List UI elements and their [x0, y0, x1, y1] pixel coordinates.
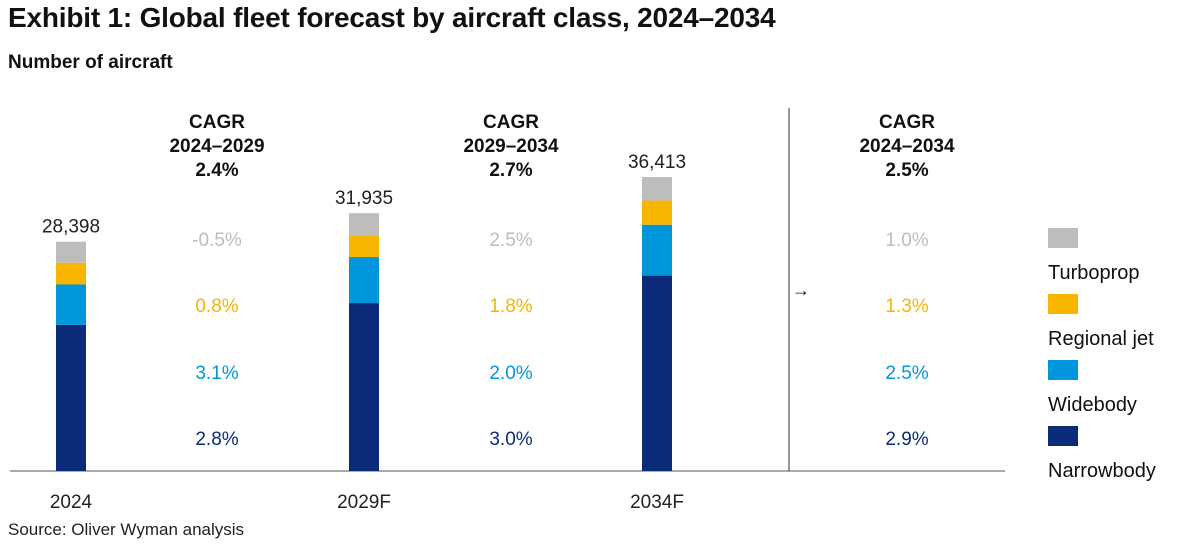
x-tick-label: 2024	[50, 492, 93, 513]
cagr-value-turboprop: -0.5%	[192, 230, 242, 251]
bar-regional-jet-2024	[56, 262, 86, 285]
legend-swatch	[1048, 228, 1078, 248]
legend-item: Turboprop	[1046, 226, 1176, 292]
chart-subtitle: Number of aircraft	[8, 52, 173, 73]
bar-narrowbody-2029f	[349, 303, 379, 471]
cagr-header-period: 2024–2034	[859, 136, 955, 157]
cagr-header-total: 2.7%	[489, 160, 532, 181]
bar-regional-jet-2029f	[349, 235, 379, 258]
cagr-header-period: 2029–2034	[463, 136, 559, 157]
legend-label: Widebody	[1048, 394, 1137, 416]
total-label: 36,413	[628, 152, 686, 173]
bar-narrowbody-2034f	[642, 275, 672, 471]
x-tick-label: 2029F	[337, 492, 391, 513]
legend-swatch	[1048, 426, 1078, 446]
arrow-icon: →	[792, 280, 810, 300]
legend-item: Narrowbody	[1046, 424, 1176, 490]
legend-label: Turboprop	[1048, 262, 1140, 284]
bar-narrowbody-2024	[56, 324, 86, 471]
total-label: 28,398	[42, 217, 100, 238]
legend-label: Narrowbody	[1048, 460, 1156, 482]
cagr-value-narrowbody: 2.9%	[885, 429, 928, 450]
bar-turboprop-2024	[56, 241, 86, 263]
cagr-value-regional-jet: 1.3%	[885, 296, 928, 317]
bar-turboprop-2029f	[349, 213, 379, 236]
cagr-value-narrowbody: 3.0%	[489, 429, 532, 450]
x-tick-label: 2034F	[630, 492, 684, 513]
source-note: Source: Oliver Wyman analysis	[8, 520, 245, 539]
cagr-value-turboprop: 1.0%	[885, 230, 928, 251]
bar-turboprop-2034f	[642, 177, 672, 201]
cagr-header-title: CAGR	[879, 112, 935, 133]
legend-swatch	[1048, 294, 1078, 314]
cagr-value-regional-jet: 1.8%	[489, 296, 532, 317]
total-label: 31,935	[335, 188, 393, 209]
cagr-value-widebody: 3.1%	[195, 363, 238, 384]
legend-item: Widebody	[1046, 358, 1176, 424]
cagr-header-title: CAGR	[189, 112, 245, 133]
cagr-value-turboprop: 2.5%	[489, 230, 532, 251]
bar-regional-jet-2034f	[642, 200, 672, 225]
cagr-header-period: 2024–2029	[169, 136, 264, 157]
legend: Turboprop Regional jet Widebody Narrowbody	[1046, 226, 1176, 490]
cagr-header-title: CAGR	[483, 112, 539, 133]
cagr-value-widebody: 2.0%	[489, 363, 532, 384]
cagr-header-total: 2.5%	[885, 160, 928, 181]
cagr-value-widebody: 2.5%	[885, 363, 928, 384]
legend-label: Regional jet	[1048, 328, 1154, 350]
legend-item: Regional jet	[1046, 292, 1176, 358]
cagr-value-regional-jet: 0.8%	[195, 296, 238, 317]
legend-swatch	[1048, 360, 1078, 380]
cagr-header-total: 2.4%	[195, 160, 238, 181]
bar-widebody-2034f	[642, 224, 672, 276]
cagr-value-narrowbody: 2.8%	[195, 429, 238, 450]
bar-widebody-2029f	[349, 257, 379, 304]
chart-title: Exhibit 1: Global fleet forecast by airc…	[8, 2, 776, 33]
bar-widebody-2024	[56, 284, 86, 325]
